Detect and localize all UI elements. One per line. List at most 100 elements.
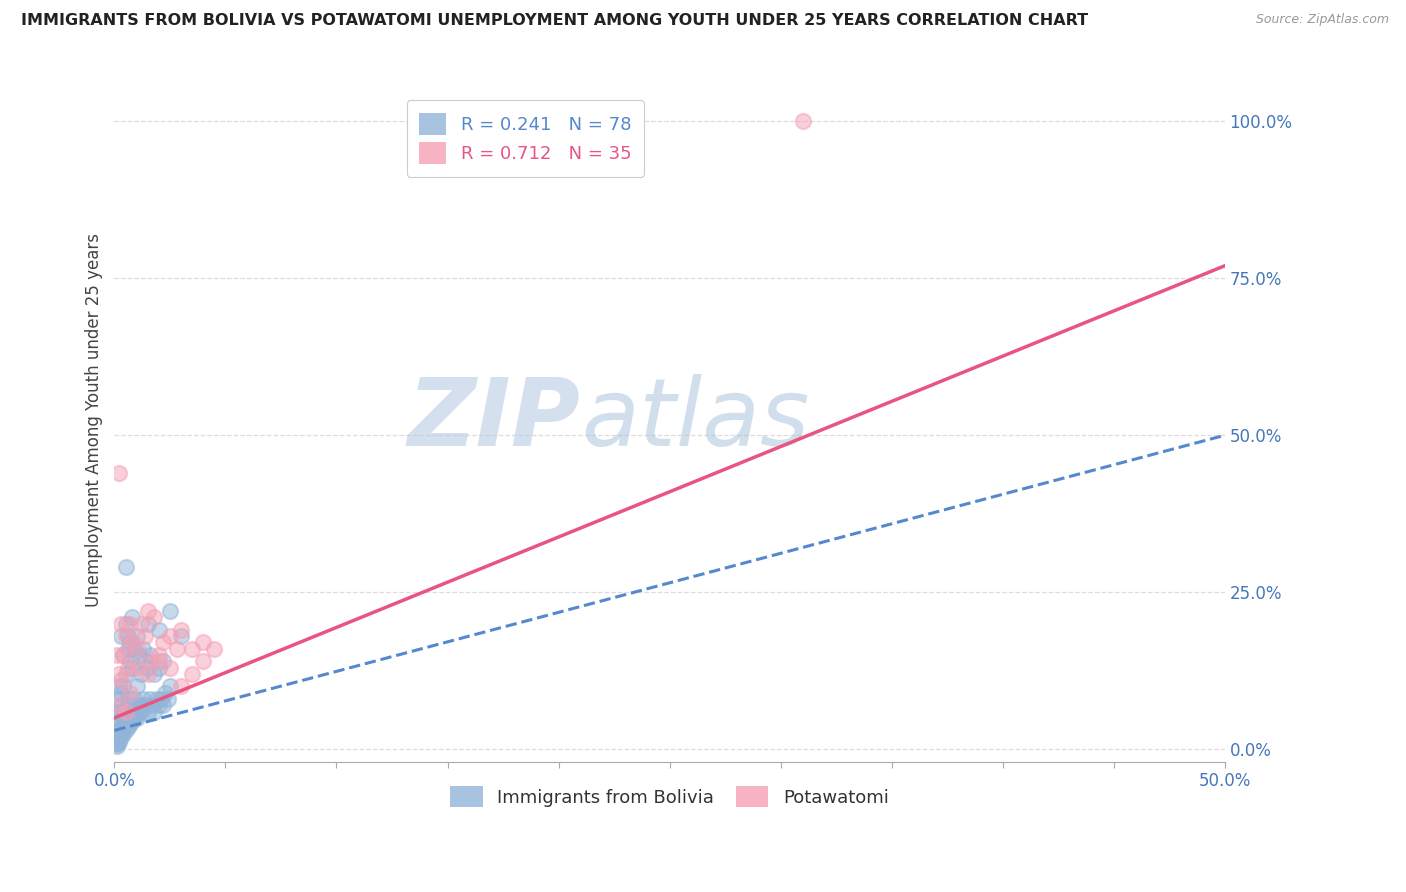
Point [159,629,181,643]
Point [143,610,166,624]
Point [139,654,162,668]
Point [121,635,143,649]
Point [110,717,132,731]
Point [148,698,170,713]
Point [117,692,139,706]
Point [121,705,143,719]
Point [128,698,150,713]
Point [125,711,148,725]
Point [193,654,215,668]
Point [118,686,141,700]
Point [134,698,156,713]
Point [105,737,128,751]
Point [117,629,139,643]
Point [105,730,128,744]
Point [141,698,163,713]
Point [114,616,136,631]
Point [202,641,225,656]
Point [110,686,132,700]
Point [121,610,143,624]
Point [105,648,128,662]
Point [170,629,193,643]
Point [148,648,170,662]
Point [148,660,170,674]
Point [159,660,181,674]
Point [108,466,131,480]
Point [148,654,170,668]
Point [152,698,174,713]
Point [136,616,159,631]
Point [121,714,143,728]
Point [105,736,128,750]
Point [110,673,132,688]
Point [125,641,148,656]
Legend: Immigrants from Bolivia, Potawatomi: Immigrants from Bolivia, Potawatomi [443,779,896,814]
Point [181,641,204,656]
Point [134,629,156,643]
Point [105,739,128,753]
Point [108,666,131,681]
Point [132,692,155,706]
Point [150,692,173,706]
Point [139,692,162,706]
Point [124,641,146,656]
Point [110,723,132,738]
Point [121,660,143,674]
Point [193,635,215,649]
Point [125,680,148,694]
Point [129,705,152,719]
Point [159,680,181,694]
Point [108,692,131,706]
Point [145,692,167,706]
Point [152,635,174,649]
Text: atlas: atlas [581,374,808,465]
Point [124,692,146,706]
Point [108,680,131,694]
Point [156,692,179,706]
Point [117,720,139,734]
Point [108,705,131,719]
Point [114,629,136,643]
Point [166,641,188,656]
Point [118,616,141,631]
Point [110,698,132,713]
Point [110,616,132,631]
Point [114,705,136,719]
Point [143,666,166,681]
Point [118,635,141,649]
Text: Source: ZipAtlas.com: Source: ZipAtlas.com [1256,13,1389,27]
Point [117,660,139,674]
Point [124,711,146,725]
Point [134,654,156,668]
Point [118,654,141,668]
Point [110,730,132,744]
Point [114,666,136,681]
Point [136,705,159,719]
Point [128,705,150,719]
Point [125,707,148,722]
Point [129,701,152,715]
Text: ZIP: ZIP [408,374,581,466]
Point [118,717,141,731]
Point [108,731,131,745]
Point [108,734,131,748]
Point [112,705,135,719]
Point [155,686,177,700]
Point [148,623,170,637]
Point [114,711,136,725]
Point [129,616,152,631]
Point [125,660,148,674]
Point [105,711,128,725]
Point [129,666,152,681]
Text: IMMIGRANTS FROM BOLIVIA VS POTAWATOMI UNEMPLOYMENT AMONG YOUTH UNDER 25 YEARS CO: IMMIGRANTS FROM BOLIVIA VS POTAWATOMI UN… [21,13,1088,29]
Point [170,623,193,637]
Point [112,648,135,662]
Point [125,629,148,643]
Point [792,114,814,128]
Point [112,717,135,731]
Point [136,604,159,618]
Point [128,648,150,662]
Point [108,698,131,713]
Point [114,560,136,574]
Point [117,641,139,656]
